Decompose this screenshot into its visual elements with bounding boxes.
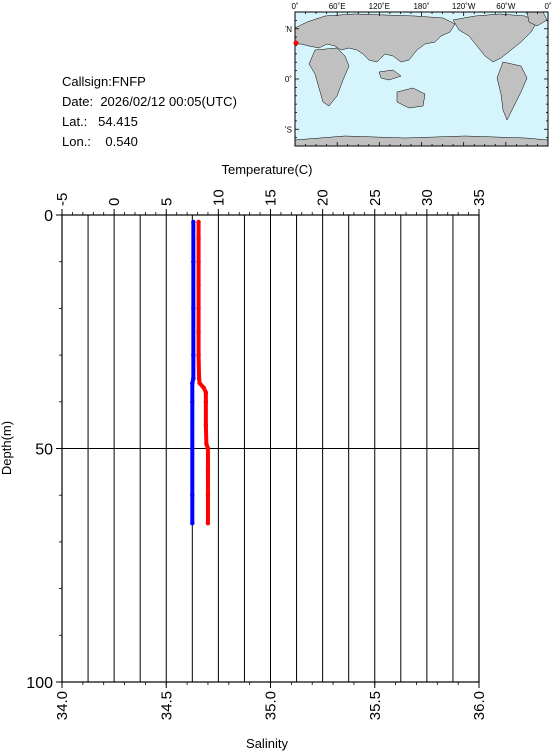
temperature-point: [196, 282, 201, 288]
salinity-point: [190, 380, 195, 386]
station-marker: [293, 40, 299, 46]
salinity-point: [191, 219, 196, 225]
temperature-point: [196, 376, 202, 381]
salinity-axis-label: Salinity: [246, 736, 288, 751]
callsign-value: FNFP: [111, 74, 146, 89]
salinity-point: [191, 352, 196, 358]
temperature-point: [196, 219, 201, 225]
temperature-point: [196, 352, 201, 358]
salinity-point: [191, 306, 196, 311]
map-lon-label: 60˚E: [329, 2, 346, 11]
salinity-profile-line: [190, 220, 196, 526]
callsign-row: Callsign:FNFP: [62, 72, 237, 92]
temperature-point: [196, 306, 201, 311]
temperature-point: [205, 521, 211, 526]
land-australia: [396, 87, 426, 109]
temperature-ticks: -5 0 5 10 15 20 25 30 35: [54, 189, 488, 215]
temperature-point: [204, 441, 209, 447]
map-lon-label: 0˚: [544, 2, 551, 11]
lon-value: 0.540: [105, 134, 138, 149]
grid: [61, 215, 480, 682]
lat-row: Lat.: 54.415: [62, 112, 237, 132]
date-label: Date:: [62, 94, 94, 109]
temperature-point: [203, 399, 209, 404]
map-lon-label: 120˚W: [452, 2, 476, 11]
map-lat-label: 0˚: [285, 75, 292, 84]
land-south-america: [496, 61, 528, 121]
temperature-point: [196, 259, 201, 264]
date-value: 2026/02/12 00:05(UTC): [100, 94, 237, 109]
salinity-point: [191, 376, 196, 381]
depth-tick-label: 50: [35, 442, 53, 459]
salinity-tick-label: 35.0: [263, 691, 280, 720]
map-lon-label: 180˚: [413, 2, 429, 11]
temperature-profile-line: [196, 220, 210, 526]
map-lon-label: 0˚: [291, 2, 298, 11]
world-map: 0˚ 60˚E 120˚E 180˚ 120˚W 60˚W 0˚ 60˚N 0˚ 60˚S: [285, 2, 552, 147]
map-top-labels: 0˚ 60˚E 120˚E 180˚ 120˚W 60˚W 0˚: [291, 2, 551, 11]
temperature-point: [203, 422, 209, 428]
lon-label: Lon.:: [62, 134, 91, 149]
map-left-labels: 60˚N 0˚ 60˚S: [285, 25, 292, 135]
salinity-point: [190, 446, 195, 451]
callsign-label: Callsign:: [62, 74, 112, 89]
depth-tick-label: 0: [44, 208, 53, 225]
series-layer: [190, 219, 211, 526]
temperature-point: [196, 236, 201, 241]
temperature-point: [201, 385, 206, 390]
salinity-point: [190, 493, 195, 498]
land-europe-asia: [294, 13, 456, 63]
temperature-tick-label: 35: [471, 189, 488, 206]
temperature-point: [203, 390, 209, 395]
station-info: Callsign:FNFP Date: 2026/02/12 00:05(UTC…: [62, 72, 237, 152]
temperature-tick-label: 30: [419, 189, 436, 206]
temperature-tick-label: 20: [315, 189, 332, 206]
temperature-tick-label: 10: [210, 189, 227, 206]
lat-label: Lat.:: [62, 114, 88, 129]
salinity-ticks: 34.0 34.5 35.0 35.5 36.0: [54, 682, 488, 720]
temperature-point: [205, 446, 211, 451]
salinity-tick-label: 36.0: [471, 691, 488, 720]
salinity-point: [190, 399, 195, 404]
map-lat-label: 60˚S: [285, 125, 292, 134]
map-lon-label: 60˚W: [496, 2, 516, 11]
map-lon-label: 120˚E: [369, 2, 390, 11]
temperature-tick-label: -5: [54, 193, 71, 206]
temperature-point: [197, 380, 202, 386]
temperature-point: [205, 469, 211, 475]
temperature-axis-label: Temperature(C): [221, 162, 312, 177]
temperature-tick-label: 15: [263, 189, 280, 206]
depth-tick-label: 100: [26, 675, 53, 692]
map-land: [294, 11, 549, 147]
land-indonesia: [378, 69, 402, 81]
depth-ticks: 0 50 100: [26, 208, 62, 692]
salinity-tick-label: 34.0: [54, 691, 71, 720]
salinity-tick-label: 35.5: [367, 691, 384, 720]
map-ticks: [294, 11, 549, 147]
salinity-point: [191, 259, 196, 264]
date-row: Date: 2026/02/12 00:05(UTC): [62, 92, 237, 112]
lon-row: Lon.: 0.540: [62, 132, 237, 152]
temperature-point: [205, 493, 211, 498]
temperature-tick-label: 5: [158, 198, 175, 206]
depth-axis-label: Depth(m): [0, 421, 14, 475]
salinity-point: [190, 521, 195, 526]
temperature-tick-label: 25: [367, 189, 384, 206]
lat-value: 54.415: [98, 114, 138, 129]
land-north-america: [452, 13, 538, 63]
land-africa: [308, 47, 350, 107]
map-lat-label: 60˚N: [285, 25, 292, 34]
temperature-tick-label: 0: [106, 198, 123, 206]
salinity-tick-label: 34.5: [158, 691, 175, 720]
temperature-point: [196, 329, 201, 334]
